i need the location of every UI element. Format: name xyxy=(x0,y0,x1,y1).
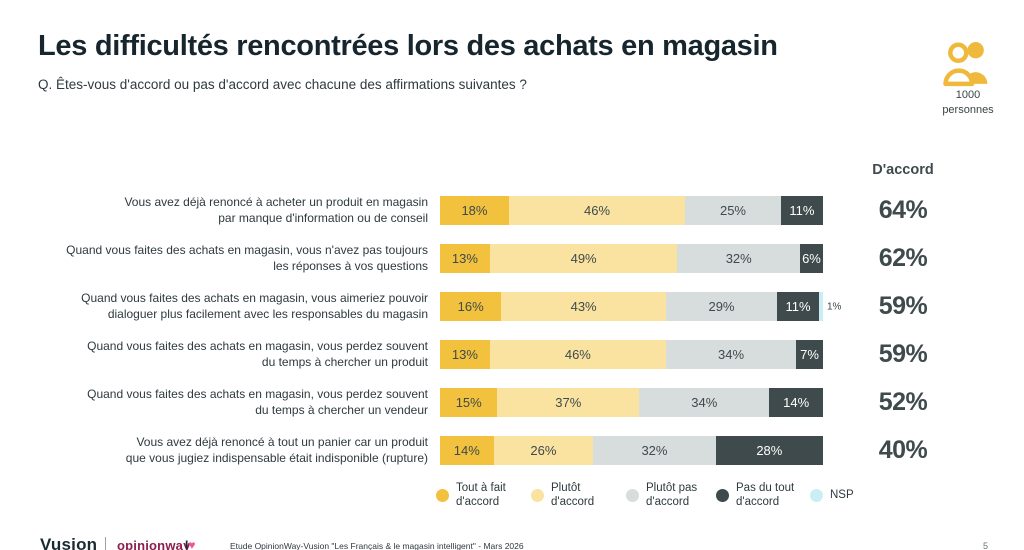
bar-segment: 26% xyxy=(493,436,594,465)
legend-item: Plutôt d'accord xyxy=(531,482,626,510)
agree-value: 40% xyxy=(878,436,928,464)
stacked-bar: 13% 49% 32% 6% xyxy=(440,244,823,273)
heart-icon: ♥ xyxy=(188,538,196,550)
legend-label: Tout à fait d'accord xyxy=(456,482,506,508)
bar-segment: 18% xyxy=(440,196,509,225)
opinionway-logo: opinionway xyxy=(117,538,191,550)
page-title: Les difficultés rencontrées lors des ach… xyxy=(38,30,778,62)
legend-dot-nsp xyxy=(810,489,823,503)
bar-segment: 13% xyxy=(440,340,490,369)
row-label: Vous avez déjà renoncé à tout un panier … xyxy=(125,435,428,465)
bar-segment: 29% xyxy=(665,292,778,321)
bar-segment: 14% xyxy=(440,436,494,465)
chart-row: Quand vous faites des achats en magasin,… xyxy=(38,339,998,369)
legend-item: Plutôt pas d'accord xyxy=(626,482,716,510)
bar-segment: 46% xyxy=(508,196,686,225)
chart-row: Vous avez déjà renoncé à acheter un prod… xyxy=(38,195,998,225)
bar-segment: 28% xyxy=(715,436,823,465)
legend-label: Plutôt d'accord xyxy=(551,482,595,508)
footer-divider xyxy=(105,537,106,550)
agree-value: 59% xyxy=(878,340,928,368)
agree-value: 62% xyxy=(878,244,928,272)
bar-segment: 15% xyxy=(440,388,498,417)
legend-item: Pas du tout d'accord xyxy=(716,482,810,510)
stacked-bar: 16% 43% 29% 11% 1% xyxy=(440,292,841,321)
legend-dot-pas-du-tout xyxy=(716,489,729,503)
row-label: Vous avez déjà renoncé à acheter un prod… xyxy=(124,195,428,225)
bar-segment: 6% xyxy=(799,244,823,273)
chart-row: Quand vous faites des achats en magasin,… xyxy=(38,243,998,273)
stacked-bar: 14% 26% 32% 28% xyxy=(440,436,823,465)
chart-row: Quand vous faites des achats en magasin,… xyxy=(38,291,998,321)
iheart-logo: I♥ xyxy=(185,538,196,550)
bar-segment: 34% xyxy=(639,388,770,417)
legend: Tout à fait d'accord Plutôt d'accord Plutôt … xyxy=(436,482,854,510)
sample-size-unit: personnes xyxy=(942,103,994,116)
stacked-bar: 13% 46% 34% 7% xyxy=(440,340,823,369)
stacked-bar: 15% 37% 34% 14% xyxy=(440,388,823,417)
agree-value: 52% xyxy=(878,388,928,416)
legend-label: Plutôt pas d'accord xyxy=(646,482,698,508)
bar-segment: 43% xyxy=(501,292,666,321)
legend-dot-plutot xyxy=(531,489,544,503)
legend-dot-tout-a-fait xyxy=(436,489,449,503)
sample-size-block: 1000 personnes xyxy=(928,40,1008,116)
chart-row: Quand vous faites des achats en magasin,… xyxy=(38,387,998,417)
bar-segment: 11% xyxy=(777,292,820,321)
row-label: Quand vous faites des achats en magasin,… xyxy=(66,243,428,273)
legend-item: Tout à fait d'accord xyxy=(436,482,531,510)
bar-segment: 7% xyxy=(796,340,823,369)
bar-segment: 16% xyxy=(440,292,502,321)
bar-segment: 13% xyxy=(440,244,490,273)
vusion-logo: Vusion xyxy=(40,535,98,550)
agree-value: 59% xyxy=(878,292,928,320)
legend-item: NSP xyxy=(810,489,854,503)
bar-segment: 37% xyxy=(497,388,640,417)
bar-segment: 32% xyxy=(677,244,800,273)
legend-label: Pas du tout d'accord xyxy=(736,482,795,508)
row-label: Quand vous faites des achats en magasin,… xyxy=(81,291,428,321)
bar-segment: 34% xyxy=(665,340,797,369)
agree-column-header: D'accord xyxy=(872,162,934,178)
legend-dot-plutot-pas xyxy=(626,489,639,503)
chart-rows: Vous avez déjà renoncé à acheter un prod… xyxy=(38,195,998,465)
bar-segment: 46% xyxy=(489,340,666,369)
agree-value: 64% xyxy=(878,196,928,224)
people-icon xyxy=(928,40,1008,87)
row-label: Quand vous faites des achats en magasin,… xyxy=(87,339,428,369)
bar-segment: 11% xyxy=(780,196,823,225)
chart-row: Vous avez déjà renoncé à tout un panier … xyxy=(38,435,998,465)
legend-label: NSP xyxy=(830,488,854,501)
bar-segment: 14% xyxy=(769,388,823,417)
sample-size-count: 1000 xyxy=(955,89,981,101)
bar-segment: 32% xyxy=(593,436,716,465)
bar-value-outside: 1% xyxy=(827,301,842,312)
bar-segment: 25% xyxy=(685,196,781,225)
footer: Vusion opinionway I♥ Etude OpinionWay-Vu… xyxy=(0,534,1024,550)
row-label: Quand vous faites des achats en magasin,… xyxy=(87,387,428,417)
stacked-bar: 18% 46% 25% 11% xyxy=(440,196,823,225)
source-text: Etude OpinionWay-Vusion "Les Français & … xyxy=(230,541,524,550)
bar-segment xyxy=(819,292,823,321)
page-number: 5 xyxy=(983,541,989,550)
bar-segment: 49% xyxy=(489,244,678,273)
question-subtitle: Q. Êtes-vous d'accord ou pas d'accord av… xyxy=(38,77,527,92)
